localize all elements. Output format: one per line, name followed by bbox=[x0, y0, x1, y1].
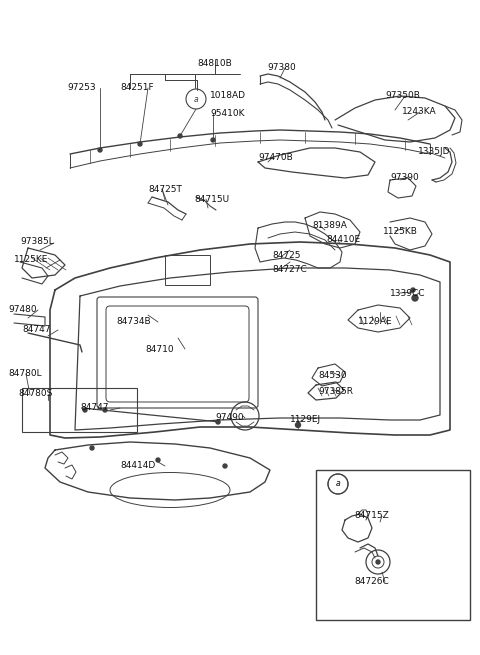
Text: 95410K: 95410K bbox=[210, 109, 244, 117]
Text: 97380: 97380 bbox=[268, 64, 296, 73]
Text: 84747: 84747 bbox=[80, 403, 108, 413]
Text: 84747: 84747 bbox=[22, 326, 50, 335]
Text: 84410E: 84410E bbox=[326, 236, 360, 244]
Text: 84725: 84725 bbox=[272, 252, 300, 261]
Text: 84251F: 84251F bbox=[120, 83, 154, 92]
Bar bbox=[165, 255, 210, 285]
Text: 84530: 84530 bbox=[318, 371, 347, 381]
Circle shape bbox=[98, 148, 102, 152]
Circle shape bbox=[223, 464, 227, 468]
Circle shape bbox=[412, 295, 418, 301]
Text: 84726C: 84726C bbox=[355, 578, 389, 586]
Circle shape bbox=[103, 408, 107, 412]
Text: a: a bbox=[194, 94, 198, 103]
Text: 84780S: 84780S bbox=[18, 390, 52, 398]
Text: 84715U: 84715U bbox=[194, 195, 229, 204]
Text: 1129EJ: 1129EJ bbox=[290, 415, 321, 424]
Text: 1125KE: 1125KE bbox=[14, 255, 48, 265]
Text: 84414D: 84414D bbox=[120, 462, 156, 470]
Circle shape bbox=[178, 134, 182, 138]
Text: 84725T: 84725T bbox=[148, 185, 182, 193]
Circle shape bbox=[411, 288, 415, 292]
Text: 97480: 97480 bbox=[8, 305, 36, 314]
Circle shape bbox=[83, 408, 87, 412]
Circle shape bbox=[296, 422, 300, 428]
Text: 1018AD: 1018AD bbox=[210, 92, 246, 100]
Text: 84810B: 84810B bbox=[198, 58, 232, 67]
Circle shape bbox=[211, 138, 215, 142]
Text: 97350B: 97350B bbox=[385, 92, 420, 100]
Text: 84710: 84710 bbox=[145, 345, 174, 354]
Text: 84780L: 84780L bbox=[8, 369, 42, 379]
Circle shape bbox=[138, 142, 142, 146]
Circle shape bbox=[216, 420, 220, 424]
Circle shape bbox=[376, 560, 380, 564]
Text: a: a bbox=[336, 479, 340, 489]
Text: 97253: 97253 bbox=[68, 83, 96, 92]
Text: 84727C: 84727C bbox=[272, 265, 307, 274]
Text: 1125KB: 1125KB bbox=[383, 227, 418, 236]
Text: 97385R: 97385R bbox=[318, 388, 353, 396]
Text: 97385L: 97385L bbox=[20, 238, 54, 246]
Text: 1243KA: 1243KA bbox=[402, 107, 437, 117]
Text: 81389A: 81389A bbox=[312, 221, 347, 231]
Bar bbox=[22, 388, 137, 432]
Text: 1129AE: 1129AE bbox=[358, 316, 393, 326]
Text: 1339CC: 1339CC bbox=[390, 288, 425, 297]
Text: 84715Z: 84715Z bbox=[355, 512, 389, 521]
Circle shape bbox=[156, 458, 160, 462]
Text: 97390: 97390 bbox=[390, 172, 419, 181]
Text: 1335JD: 1335JD bbox=[418, 147, 451, 157]
Text: 84734B: 84734B bbox=[116, 318, 151, 326]
Text: 97490: 97490 bbox=[215, 413, 244, 422]
Bar bbox=[316, 470, 470, 620]
Circle shape bbox=[90, 446, 94, 450]
Text: a: a bbox=[336, 479, 340, 489]
Text: 97470B: 97470B bbox=[258, 153, 293, 162]
